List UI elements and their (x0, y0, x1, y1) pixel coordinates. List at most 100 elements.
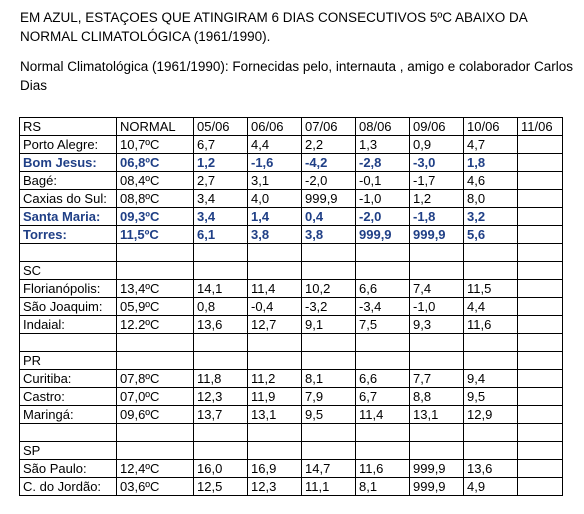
temperature-cell: -1,8 (409, 207, 464, 226)
normal-value: 13,4ºC (116, 279, 194, 298)
station-row: Maringá: 09,6ºC 13,7 13,1 9,5 11,4 13,1 12,9 (19, 405, 563, 424)
temperature-cell: 8,1 (355, 477, 410, 496)
station-row: Indaial: 12.2ºC 13,6 12,7 9,1 7,5 9,3 11,6 (19, 315, 563, 334)
temperature-cell: 8,1 (301, 369, 356, 388)
empty-cell (247, 351, 302, 370)
temperature-cell: 999,9 (409, 225, 464, 244)
temperature-cell: -3,0 (409, 153, 464, 172)
temperature-cell: 1,8 (463, 153, 518, 172)
temperature-cell: 4,9 (463, 477, 518, 496)
temperature-cell (517, 405, 563, 424)
spacer-row (19, 243, 563, 262)
temperature-cell: 7,7 (409, 369, 464, 388)
empty-cell (19, 243, 117, 262)
region-label: SP (19, 441, 117, 460)
temperature-cell: 1,4 (247, 207, 302, 226)
temperature-cell: 13,6 (463, 459, 518, 478)
empty-cell (116, 423, 194, 442)
temperature-cell: 4,4 (247, 135, 302, 154)
temperature-cell: 11,6 (355, 459, 410, 478)
temperature-cell: 9,4 (463, 369, 518, 388)
station-row: Bom Jesus: 06,8ºC 1,2 -1,6 -4,2 -2,8 -3,0 1,8 (19, 153, 563, 172)
temperature-cell: 3,2 (463, 207, 518, 226)
temperature-cell: 6,7 (355, 387, 410, 406)
empty-cell (301, 351, 356, 370)
station-name: Indaial: (19, 315, 117, 334)
empty-cell (247, 441, 302, 460)
empty-cell (517, 261, 563, 280)
temperature-cell: 11,4 (247, 279, 302, 298)
station-name: Florianópolis: (19, 279, 117, 298)
temperature-cell: 13,7 (193, 405, 248, 424)
empty-cell (355, 261, 410, 280)
empty-cell (409, 261, 464, 280)
station-row: Castro: 07,0ºC 12,3 11,9 7,9 6,7 8,8 9,5 (19, 387, 563, 406)
temperature-cell: 999,9 (409, 459, 464, 478)
temperature-cell: -2,8 (355, 153, 410, 172)
temperature-cell: 6,6 (355, 369, 410, 388)
temperature-cell: 1,2 (409, 189, 464, 208)
temperature-cell: 3,8 (301, 225, 356, 244)
temperature-cell: 0,8 (193, 297, 248, 316)
station-row: Torres: 11,5ºC 6,1 3,8 3,8 999,9 999,9 5,6 (19, 225, 563, 244)
temperature-cell: 14,1 (193, 279, 248, 298)
station-name: Porto Alegre: (19, 135, 117, 154)
empty-cell (355, 441, 410, 460)
column-header: 05/06 (193, 117, 248, 136)
column-header: 11/06 (517, 117, 563, 136)
temperature-cell: 6,6 (355, 279, 410, 298)
temperature-cell: 999,9 (301, 189, 356, 208)
temperature-cell: 8,8 (409, 387, 464, 406)
temperature-cell (517, 135, 563, 154)
empty-cell (19, 423, 117, 442)
empty-cell (116, 261, 194, 280)
empty-cell (463, 423, 518, 442)
column-header: NORMAL (116, 117, 194, 136)
column-header: 10/06 (463, 117, 518, 136)
empty-cell (517, 333, 563, 352)
normal-value: 03,6ºC (116, 477, 194, 496)
temperature-cell: 999,9 (355, 225, 410, 244)
temperature-cell: -2,0 (301, 171, 356, 190)
temperature-cell: 9,5 (301, 405, 356, 424)
column-header: 07/06 (301, 117, 356, 136)
normal-value: 07,0ºC (116, 387, 194, 406)
spacer-row (19, 333, 563, 352)
station-row: São Joaquim: 05,9ºC 0,8 -0,4 -3,2 -3,4 -1,0 4,4 (19, 297, 563, 316)
temperature-cell: 1,3 (355, 135, 410, 154)
empty-cell (247, 423, 302, 442)
normal-value: 10,7ºC (116, 135, 194, 154)
temperature-cell: 11,9 (247, 387, 302, 406)
temperature-cell: 14,7 (301, 459, 356, 478)
temperature-cell: 11,6 (463, 315, 518, 334)
region-label: PR (19, 351, 117, 370)
empty-cell (301, 423, 356, 442)
temperature-cell: 9,3 (409, 315, 464, 334)
station-row: São Paulo: 12,4ºC 16,0 16,9 14,7 11,6 999,9 13,… (19, 459, 563, 478)
empty-cell (116, 351, 194, 370)
temperature-cell: -1,0 (409, 297, 464, 316)
empty-cell (409, 423, 464, 442)
empty-cell (355, 243, 410, 262)
normal-value: 12,4ºC (116, 459, 194, 478)
empty-cell (19, 333, 117, 352)
temperature-cell (517, 207, 563, 226)
station-name: Caxias do Sul: (19, 189, 117, 208)
temperature-cell: 12,3 (193, 387, 248, 406)
empty-cell (409, 441, 464, 460)
empty-cell (463, 243, 518, 262)
temperature-cell: 11,2 (247, 369, 302, 388)
table-header-row: RS NORMAL 05/06 06/06 07/06 08/06 09/06 10/06 11… (19, 117, 563, 136)
empty-cell (463, 333, 518, 352)
temperature-cell: -1,6 (247, 153, 302, 172)
temperature-cell (517, 387, 563, 406)
temperature-cell (517, 225, 563, 244)
temperature-cell (517, 477, 563, 496)
temperature-cell (517, 171, 563, 190)
temperature-cell: 12,5 (193, 477, 248, 496)
temperature-table: RS NORMAL 05/06 06/06 07/06 08/06 09/06 10/06 11… (19, 117, 563, 496)
intro-source-note: Normal Climatológica (1961/1990): Fornec… (20, 59, 574, 93)
temperature-cell (517, 315, 563, 334)
station-row: C. do Jordão: 03,6ºC 12,5 12,3 11,1 8,1 999,9 4… (19, 477, 563, 496)
temperature-cell (517, 369, 563, 388)
